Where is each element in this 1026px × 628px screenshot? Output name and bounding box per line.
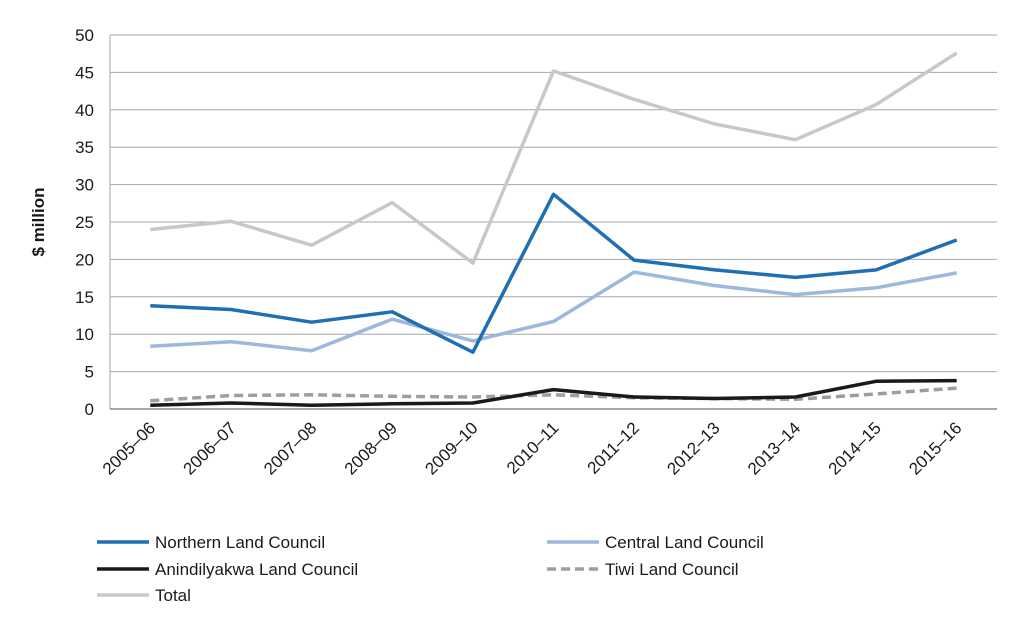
x-tick-label: 2015–16: [905, 418, 965, 478]
series-line-central-land-council: [150, 270, 958, 353]
y-axis-label: $ million: [29, 188, 48, 257]
y-tick-label: 25: [75, 213, 94, 232]
legend-item: Tiwi Land Council: [547, 560, 739, 579]
legend-label: Total: [155, 586, 191, 605]
x-tick-label: 2010–11: [503, 418, 562, 477]
legend-label: Anindilyakwa Land Council: [155, 560, 358, 579]
y-tick-label: 35: [75, 138, 94, 157]
y-tick-label: 10: [75, 325, 94, 344]
legend-label: Central Land Council: [605, 533, 764, 552]
x-tick-label: 2009–10: [421, 418, 481, 478]
y-tick-label: 15: [75, 288, 94, 307]
x-tick-label: 2013–14: [744, 418, 804, 478]
y-tick-label: 20: [75, 250, 94, 269]
series-line-total: [150, 51, 958, 265]
y-tick-label: 40: [75, 101, 94, 120]
y-axis-ticks: 0 5 10 15 20 25 30 35 40 45 50: [75, 26, 94, 419]
x-tick-label: 2007–08: [260, 418, 320, 478]
legend-label: Northern Land Council: [155, 533, 325, 552]
legend-item: Central Land Council: [547, 533, 764, 552]
y-tick-label: 45: [75, 63, 94, 82]
y-tick-label: 50: [75, 26, 94, 45]
x-tick-label: 2006–07: [180, 418, 240, 478]
y-tick-label: 0: [85, 400, 94, 419]
gridlines: [109, 34, 997, 409]
x-tick-label: 2008–09: [341, 418, 401, 478]
legend: Northern Land Council Central Land Counci…: [97, 533, 764, 605]
x-tick-label: 2011–12: [584, 418, 643, 477]
x-tick-label: 2012–13: [663, 418, 723, 478]
series-lines: [150, 51, 958, 408]
legend-item: Anindilyakwa Land Council: [97, 560, 358, 579]
legend-label: Tiwi Land Council: [605, 560, 739, 579]
x-axis-ticks: 2005–06 2006–07 2007–08 2008–09 2009–10 2010–…: [99, 418, 966, 478]
y-tick-label: 30: [75, 176, 94, 195]
legend-item: Northern Land Council: [97, 533, 325, 552]
x-tick-label: 2005–06: [99, 418, 159, 478]
series-line-tiwi-land-council: [150, 386, 957, 403]
legend-item: Total: [97, 586, 191, 605]
y-tick-label: 5: [85, 363, 94, 382]
series-line-anindilyakwa-land-council: [150, 378, 957, 408]
x-tick-label: 2014–15: [825, 418, 885, 478]
series-line-northern-land-council: [150, 192, 958, 354]
